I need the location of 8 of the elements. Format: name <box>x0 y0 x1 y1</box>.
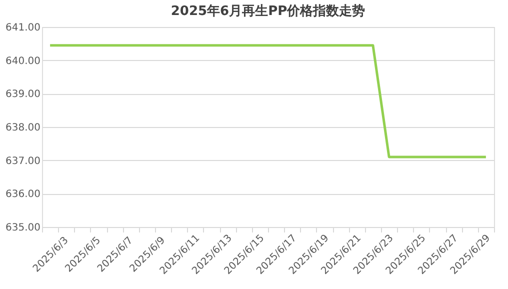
y-tick-label: 636.00 <box>6 189 40 200</box>
y-tick-label: 637.00 <box>6 156 40 167</box>
y-tick-label: 640.00 <box>6 56 40 67</box>
y-tick-label: 641.00 <box>6 22 40 34</box>
y-tick-label: 635.00 <box>6 222 40 234</box>
y-tick-label: 639.00 <box>6 89 40 100</box>
y-tick-label: 638.00 <box>6 122 40 134</box>
chart-title: 2025年6月再生PP价格指数走势 <box>170 3 366 19</box>
